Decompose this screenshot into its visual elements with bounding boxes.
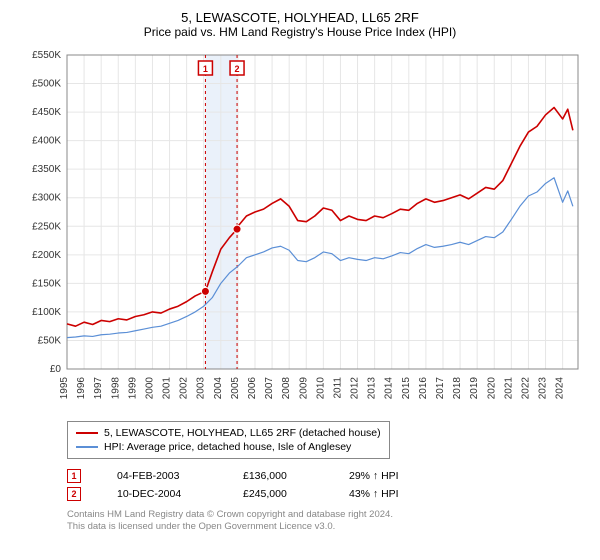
page-container: 5, LEWASCOTE, HOLYHEAD, LL65 2RF Price p… (0, 0, 600, 560)
svg-text:1997: 1997 (93, 377, 104, 400)
svg-text:2024: 2024 (555, 377, 566, 400)
svg-text:2014: 2014 (384, 377, 395, 400)
svg-text:£450K: £450K (32, 107, 61, 118)
svg-text:2008: 2008 (281, 377, 292, 400)
svg-text:£300K: £300K (32, 193, 61, 204)
svg-text:2020: 2020 (486, 377, 497, 400)
svg-text:1995: 1995 (59, 377, 70, 400)
svg-text:2023: 2023 (538, 377, 549, 400)
footer-attribution: Contains HM Land Registry data © Crown c… (67, 509, 588, 534)
svg-text:2010: 2010 (315, 377, 326, 400)
svg-text:2005: 2005 (230, 377, 241, 400)
svg-text:2011: 2011 (332, 377, 343, 399)
svg-text:2007: 2007 (264, 377, 275, 400)
footer-line-1: Contains HM Land Registry data © Crown c… (67, 509, 588, 521)
sale-row-2: 2 10-DEC-2004 £245,000 43% ↑ HPI (67, 485, 588, 503)
svg-text:2017: 2017 (435, 377, 446, 400)
sale-row-1: 1 04-FEB-2003 £136,000 29% ↑ HPI (67, 467, 588, 485)
svg-text:£200K: £200K (32, 250, 61, 261)
svg-text:£250K: £250K (32, 221, 61, 232)
sale-price-1: £136,000 (243, 470, 313, 482)
svg-text:£0: £0 (50, 364, 62, 375)
legend-label-hpi: HPI: Average price, detached house, Isle… (104, 441, 351, 453)
svg-text:2019: 2019 (469, 377, 480, 400)
svg-text:£150K: £150K (32, 278, 61, 289)
svg-text:2013: 2013 (367, 377, 378, 400)
svg-text:2009: 2009 (298, 377, 309, 400)
svg-text:1: 1 (203, 64, 208, 74)
legend-item-sold: 5, LEWASCOTE, HOLYHEAD, LL65 2RF (detach… (76, 426, 381, 440)
sale-date-1: 04-FEB-2003 (117, 470, 207, 482)
svg-text:2: 2 (235, 64, 240, 74)
svg-text:1999: 1999 (127, 377, 138, 400)
svg-text:1996: 1996 (76, 377, 87, 400)
svg-text:£500K: £500K (32, 79, 61, 90)
footer-line-2: This data is licensed under the Open Gov… (67, 521, 588, 533)
svg-text:2015: 2015 (401, 377, 412, 400)
legend-label-sold: 5, LEWASCOTE, HOLYHEAD, LL65 2RF (detach… (104, 427, 381, 439)
legend-swatch-hpi (76, 446, 98, 448)
svg-text:2006: 2006 (247, 377, 258, 400)
legend-box: 5, LEWASCOTE, HOLYHEAD, LL65 2RF (detach… (67, 421, 390, 459)
sale-marker-1: 1 (67, 469, 81, 483)
svg-text:£100K: £100K (32, 307, 61, 318)
svg-text:2021: 2021 (503, 377, 514, 400)
svg-text:2022: 2022 (520, 377, 531, 400)
sale-marker-2: 2 (67, 487, 81, 501)
chart-area: £0 £50K £100K £150K £200K £250K £300K £350K £400… (12, 45, 588, 415)
sale-price-2: £245,000 (243, 488, 313, 500)
legend-item-hpi: HPI: Average price, detached house, Isle… (76, 440, 381, 454)
svg-text:2004: 2004 (213, 377, 224, 400)
svg-text:£400K: £400K (32, 136, 61, 147)
svg-text:£350K: £350K (32, 164, 61, 175)
price-chart: £0 £50K £100K £150K £200K £250K £300K £350K £400… (12, 45, 588, 415)
sales-table: 1 04-FEB-2003 £136,000 29% ↑ HPI 2 10-DE… (67, 467, 588, 503)
svg-text:2018: 2018 (452, 377, 463, 400)
svg-text:2002: 2002 (179, 377, 190, 400)
legend-swatch-sold (76, 432, 98, 434)
sale-pct-2: 43% ↑ HPI (349, 488, 429, 500)
svg-text:2001: 2001 (162, 377, 173, 400)
chart-title: 5, LEWASCOTE, HOLYHEAD, LL65 2RF (12, 8, 588, 25)
svg-text:£550K: £550K (32, 50, 61, 61)
svg-text:£50K: £50K (38, 335, 62, 346)
svg-text:2000: 2000 (144, 377, 155, 400)
svg-text:2012: 2012 (350, 377, 361, 400)
svg-text:1998: 1998 (110, 377, 121, 400)
svg-text:2003: 2003 (196, 377, 207, 400)
sale-pct-1: 29% ↑ HPI (349, 470, 429, 482)
sale-date-2: 10-DEC-2004 (117, 488, 207, 500)
chart-subtitle: Price paid vs. HM Land Registry's House … (12, 25, 588, 45)
svg-text:2016: 2016 (418, 377, 429, 400)
